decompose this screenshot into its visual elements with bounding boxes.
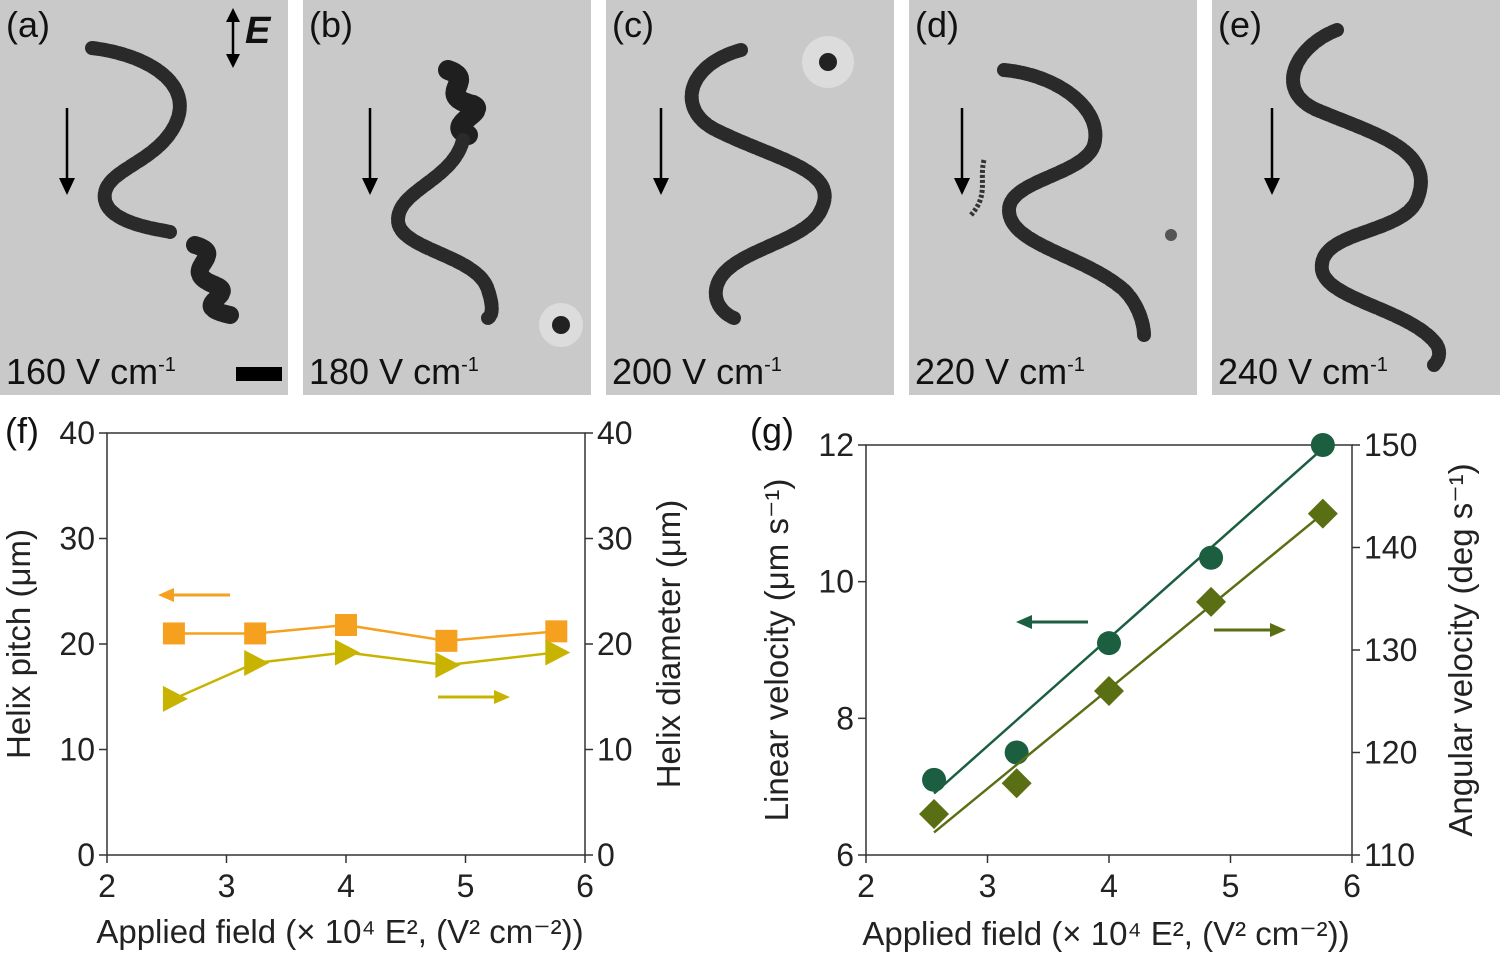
micrograph-e: (e) 240 V cm-1 [1212,0,1500,395]
x-tick-label: 4 [337,868,355,904]
y-axis-title: Helix pitch (μm) [0,529,37,759]
micrograph-d: (d) 220 V cm-1 [909,0,1197,395]
data-point [545,639,571,666]
y-tick-label: 10 [818,564,854,600]
series-line [173,623,557,643]
axis-arrow-head [494,690,510,704]
field-strength-b: 180 V cm-1 [309,351,479,392]
micrograph-b-image [362,60,583,347]
data-point [545,620,568,643]
data-point [922,767,947,792]
data-point [1097,631,1121,656]
field-strength-e: 240 V cm-1 [1218,351,1388,392]
series-0 [922,433,1335,795]
micrograph-a: (a) E 160 V cm-1 [0,0,288,395]
panel-label-b: (b) [309,4,353,45]
y-axis-title: Linear velocity (μm s⁻¹) [758,479,795,822]
micrograph-c-image [653,36,854,325]
y-right-tick-label: 0 [597,837,615,873]
chart-g: 2 3 4 5 6 6 8 10 12 110 120 130 140 150 Applied field … [750,410,1479,952]
series-0 [158,588,568,652]
data-point [1001,768,1032,799]
data-point [435,652,461,679]
field-direction-label: E [245,10,271,52]
data-point [244,649,270,676]
panel-label-c: (c) [612,4,654,45]
field-strength-d: 220 V cm-1 [915,351,1085,392]
panel-label-a: (a) [6,4,50,45]
data-point [1094,676,1124,706]
x-tick-label: 2 [98,868,116,904]
data-point [435,629,458,652]
data-point [244,622,267,645]
x-tick-label: 3 [979,868,997,904]
y-tick-label: 30 [59,521,95,557]
panel-label: (g) [750,410,794,451]
y-right-tick-label: 150 [1364,427,1417,463]
micrograph-e-image [1264,23,1447,372]
y-right-tick-label: 20 [597,626,633,662]
fit-line [933,512,1324,834]
micrograph-d-image [954,63,1177,342]
x-axis-title: Applied field (× 10⁴ E², (V² cm⁻²)) [96,913,583,950]
x-tick-label: 3 [218,868,236,904]
x-axis-title: Applied field (× 10⁴ E², (V² cm⁻²)) [862,915,1349,952]
y-right-axis-title: Angular velocity (deg s⁻¹) [1442,463,1479,836]
y-right-tick-label: 30 [597,521,633,557]
panel-label-d: (d) [915,4,959,45]
data-point [335,639,360,666]
series-line [173,651,557,701]
data-point [335,614,357,637]
axis-arrow-head [1016,615,1032,629]
data-point [1004,740,1029,765]
micrograph-b: (b) 180 V cm-1 [303,0,591,395]
data-point [1310,433,1335,457]
y-tick-label: 40 [59,415,95,451]
data-point [1307,498,1338,529]
field-strength-a: 160 V cm-1 [6,351,176,392]
series-1 [919,498,1338,834]
data-point [162,622,185,645]
x-tick-label: 5 [457,868,475,904]
y-right-tick-label: 10 [597,732,633,768]
x-tick-label: 5 [1222,868,1240,904]
x-tick-label: 4 [1100,868,1118,904]
y-tick-label: 10 [59,732,95,768]
panel-label-e: (e) [1218,4,1262,45]
scale-bar [236,367,282,381]
y-right-tick-label: 40 [597,415,633,451]
x-tick-label: 2 [857,868,875,904]
panel-label: (f) [5,410,39,451]
micrograph-c: (c) 200 V cm-1 [606,0,894,395]
micrograph-a-image [59,8,240,324]
y-right-tick-label: 110 [1364,837,1415,873]
y-right-tick-label: 120 [1364,735,1417,771]
y-tick-label: 8 [836,700,854,736]
y-tick-label: 20 [59,626,95,662]
field-strength-c: 200 V cm-1 [612,351,782,392]
y-right-tick-label: 140 [1364,530,1417,566]
y-tick-label: 12 [818,427,854,463]
data-point [1199,545,1224,570]
axis-arrow-head [1270,623,1286,637]
y-tick-label: 6 [836,837,854,873]
y-right-tick-label: 130 [1364,632,1417,668]
series-1 [162,639,571,712]
y-tick-label: 0 [77,837,95,873]
data-point [919,799,950,829]
x-tick-label: 6 [1343,868,1361,904]
data-point [1196,586,1227,617]
y-right-axis-title: Helix diameter (μm) [650,500,687,789]
fit-line [933,447,1324,795]
axis-arrow-head [158,588,174,602]
x-tick-label: 6 [576,868,594,904]
data-point [162,685,188,712]
